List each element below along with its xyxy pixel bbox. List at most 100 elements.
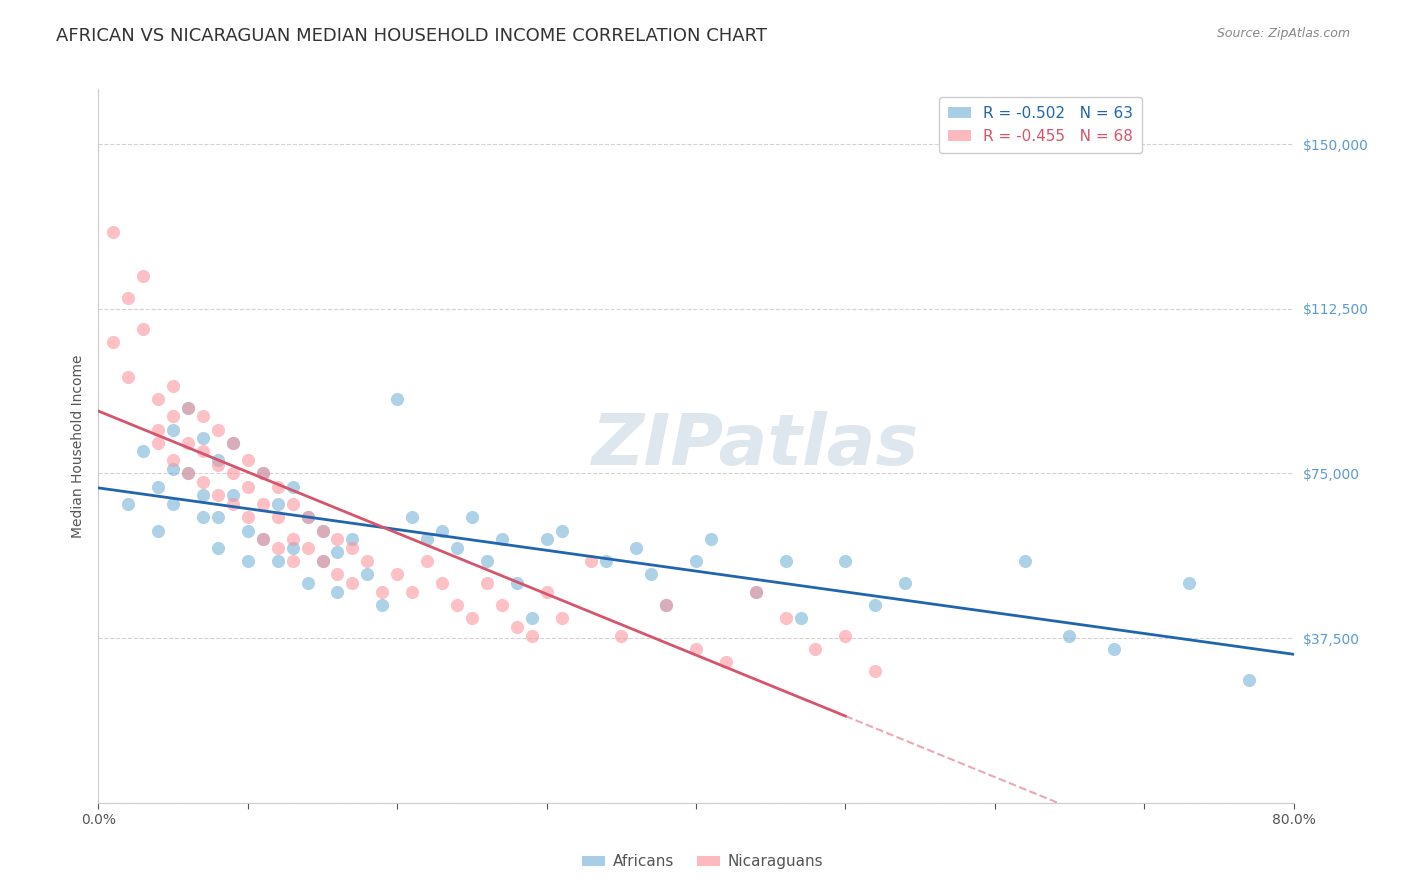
Point <box>222 435 245 450</box>
Point <box>252 533 274 547</box>
Point <box>745 585 768 599</box>
Point <box>297 510 319 524</box>
Point <box>700 533 723 547</box>
Point <box>207 510 229 524</box>
Point <box>520 611 543 625</box>
Point <box>326 585 349 599</box>
Point <box>326 545 349 559</box>
Point <box>267 480 290 494</box>
Point <box>252 497 274 511</box>
Point <box>207 458 229 472</box>
Point <box>297 576 319 591</box>
Point <box>342 533 364 547</box>
Point <box>371 598 394 612</box>
Point <box>401 510 423 524</box>
Point <box>626 541 648 555</box>
Point <box>326 533 349 547</box>
Point <box>371 585 394 599</box>
Point <box>745 585 768 599</box>
Point <box>177 401 200 415</box>
Point <box>430 524 453 538</box>
Point <box>446 598 468 612</box>
Point <box>117 369 139 384</box>
Point <box>775 554 797 568</box>
Point <box>789 611 811 625</box>
Point <box>191 475 214 490</box>
Point <box>281 497 304 511</box>
Point <box>550 524 572 538</box>
Point <box>281 554 304 568</box>
Point <box>236 453 259 467</box>
Point <box>222 488 245 502</box>
Point <box>281 533 304 547</box>
Point <box>416 554 439 568</box>
Point <box>655 598 678 612</box>
Point <box>491 598 513 612</box>
Point <box>894 576 917 591</box>
Point <box>475 576 498 591</box>
Point <box>326 567 349 582</box>
Point <box>804 642 827 657</box>
Point <box>191 409 214 424</box>
Point <box>595 554 617 568</box>
Point <box>267 554 290 568</box>
Point <box>356 554 378 568</box>
Point <box>311 554 333 568</box>
Point <box>342 541 364 555</box>
Point <box>685 554 707 568</box>
Point <box>1104 642 1126 657</box>
Point <box>177 467 200 481</box>
Point <box>1178 576 1201 591</box>
Point <box>385 567 409 582</box>
Point <box>117 291 139 305</box>
Point <box>536 585 558 599</box>
Legend: Africans, Nicaraguans: Africans, Nicaraguans <box>576 848 830 875</box>
Point <box>267 497 290 511</box>
Point <box>222 497 245 511</box>
Point <box>640 567 662 582</box>
Point <box>236 554 259 568</box>
Point <box>475 554 498 568</box>
Point <box>311 524 333 538</box>
Point <box>297 510 319 524</box>
Point <box>117 497 139 511</box>
Point <box>162 497 184 511</box>
Point <box>177 435 200 450</box>
Point <box>385 392 409 406</box>
Point <box>446 541 468 555</box>
Point <box>236 524 259 538</box>
Point <box>177 401 200 415</box>
Point <box>252 467 274 481</box>
Point <box>1059 629 1081 643</box>
Point <box>865 664 887 678</box>
Point <box>103 225 125 239</box>
Point <box>834 629 856 643</box>
Point <box>520 629 543 643</box>
Point <box>775 611 797 625</box>
Point <box>461 611 484 625</box>
Point <box>148 392 170 406</box>
Point <box>506 576 529 591</box>
Legend: R = -0.502   N = 63, R = -0.455   N = 68: R = -0.502 N = 63, R = -0.455 N = 68 <box>939 97 1143 153</box>
Point <box>356 567 378 582</box>
Point <box>685 642 707 657</box>
Point <box>162 453 184 467</box>
Point <box>281 541 304 555</box>
Point <box>461 510 484 524</box>
Point <box>491 533 513 547</box>
Point <box>132 321 155 335</box>
Point <box>506 620 529 634</box>
Point <box>834 554 856 568</box>
Point <box>207 453 229 467</box>
Point <box>103 334 125 349</box>
Text: ZIPatlas: ZIPatlas <box>592 411 920 481</box>
Point <box>162 423 184 437</box>
Point <box>267 541 290 555</box>
Point <box>207 423 229 437</box>
Point <box>430 576 453 591</box>
Point <box>191 444 214 458</box>
Point <box>536 533 558 547</box>
Point <box>342 576 364 591</box>
Text: Source: ZipAtlas.com: Source: ZipAtlas.com <box>1216 27 1350 40</box>
Point <box>714 655 737 669</box>
